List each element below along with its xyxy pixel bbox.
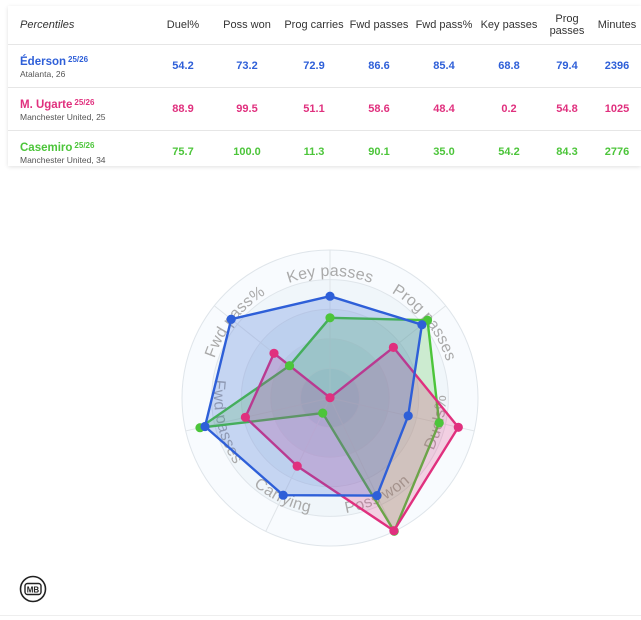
radar-point[interactable]	[292, 461, 302, 471]
header-duel-pct[interactable]: Duel%	[166, 19, 200, 31]
player-name[interactable]: Éderson	[20, 55, 67, 68]
table-cell: 2396	[593, 44, 641, 88]
table-cell: 79.4	[541, 44, 593, 88]
table-cell: 85.4	[411, 44, 477, 88]
player-meta: Manchester United, 25	[20, 111, 106, 122]
radar-series-polygon	[198, 316, 441, 533]
radar-point[interactable]	[434, 418, 444, 428]
player-cell: Casemiro 25/26 Manchester United, 34	[8, 130, 153, 173]
radar-point[interactable]	[372, 491, 382, 501]
player-season: 25/26	[74, 140, 95, 150]
table-cell: 100.0	[213, 130, 281, 173]
radar-point[interactable]	[389, 526, 399, 536]
header-poss-won[interactable]: Poss won	[223, 19, 271, 31]
player-season: 25/26	[68, 54, 89, 64]
table-cell: 35.0	[411, 130, 477, 173]
radar-series-polygon	[244, 346, 460, 532]
table-cell: 84.3	[541, 130, 593, 173]
radar-point[interactable]	[318, 408, 328, 418]
percentile-table: Percentiles Duel% Poss won Prog carries …	[8, 6, 641, 173]
footer-divider	[0, 615, 641, 616]
mb-logo: MB	[19, 575, 47, 603]
player-name-line: Éderson 25/26	[20, 53, 152, 69]
table-cell: 68.8	[477, 44, 541, 88]
radar-series	[198, 294, 460, 533]
header-fwd-passes[interactable]: Fwd passes	[349, 19, 409, 31]
table-cell: 73.2	[213, 44, 281, 88]
table-cell: 75.7	[153, 130, 213, 173]
header-key-passes[interactable]: Key passes	[480, 19, 538, 31]
radar-point[interactable]	[325, 313, 335, 323]
logo-badge	[24, 582, 42, 596]
table-cell: 2776	[593, 130, 641, 173]
table-cell: 54.2	[153, 44, 213, 88]
header-prog-carries[interactable]: Prog carries	[284, 19, 344, 31]
header-fwd-pass-pct[interactable]: Fwd pass%	[415, 19, 473, 31]
table-cell: 99.5	[213, 87, 281, 131]
table-cell: 0.2	[477, 87, 541, 131]
table-cell: 90.1	[347, 130, 411, 173]
radar-point[interactable]	[226, 314, 236, 324]
radar-point[interactable]	[403, 411, 413, 421]
header-minutes[interactable]: Minutes	[597, 19, 637, 31]
table-cell: 11.3	[281, 130, 347, 173]
player-name-line: M. Ugarte 25/26	[20, 96, 152, 112]
radar-point[interactable]	[325, 291, 335, 301]
player-name[interactable]: Casemiro	[20, 141, 73, 154]
radar-spoke	[329, 397, 475, 432]
table-cell: 58.6	[347, 87, 411, 131]
radar-point[interactable]	[200, 421, 210, 432]
table-cell: 72.9	[281, 44, 347, 88]
radar-point[interactable]	[284, 361, 295, 371]
radar-points	[195, 291, 463, 536]
player-cell: Éderson 25/26 Atalanta, 26	[8, 44, 153, 88]
header-prog-passes[interactable]: Prog passes	[549, 13, 585, 37]
radar-point[interactable]	[417, 320, 427, 330]
player-name-line: Casemiro 25/26	[20, 139, 152, 155]
player-meta: Manchester United, 34	[20, 154, 106, 165]
player-meta: Atalanta, 26	[20, 68, 66, 79]
table-cell: 86.6	[347, 44, 411, 88]
radar-point[interactable]	[325, 393, 335, 403]
table-cell: 48.4	[411, 87, 477, 131]
table-row-ugarte: M. Ugarte 25/26 Manchester United, 25 88.…	[8, 87, 641, 131]
player-name[interactable]: M. Ugarte	[20, 98, 73, 111]
table-row-ederson: Éderson 25/26 Atalanta, 26 54.2 73.2 72.9…	[8, 44, 641, 88]
header-percentiles: Percentiles	[20, 19, 75, 31]
radar-point[interactable]	[278, 490, 288, 500]
radar-spoke	[329, 397, 395, 532]
radar-series-polygon	[203, 294, 424, 497]
player-cell: M. Ugarte 25/26 Manchester United, 25	[8, 87, 153, 131]
radar-point[interactable]	[240, 412, 250, 422]
radar-point[interactable]	[269, 348, 279, 358]
table-cell: 1025	[593, 87, 641, 131]
radar-point[interactable]	[388, 342, 398, 352]
table-header-row: Percentiles Duel% Poss won Prog carries …	[8, 6, 641, 45]
percentile-table-card: Percentiles Duel% Poss won Prog carries …	[8, 6, 641, 173]
radar-point[interactable]	[453, 422, 463, 432]
logo-text: MB	[27, 585, 40, 594]
player-season: 25/26	[74, 97, 95, 107]
table-cell: 51.1	[281, 87, 347, 131]
table-cell: 88.9	[153, 87, 213, 131]
table-cell: 54.8	[541, 87, 593, 131]
table-row-casemiro: Casemiro 25/26 Manchester United, 34 75.7…	[8, 130, 641, 173]
table-cell: 54.2	[477, 130, 541, 173]
